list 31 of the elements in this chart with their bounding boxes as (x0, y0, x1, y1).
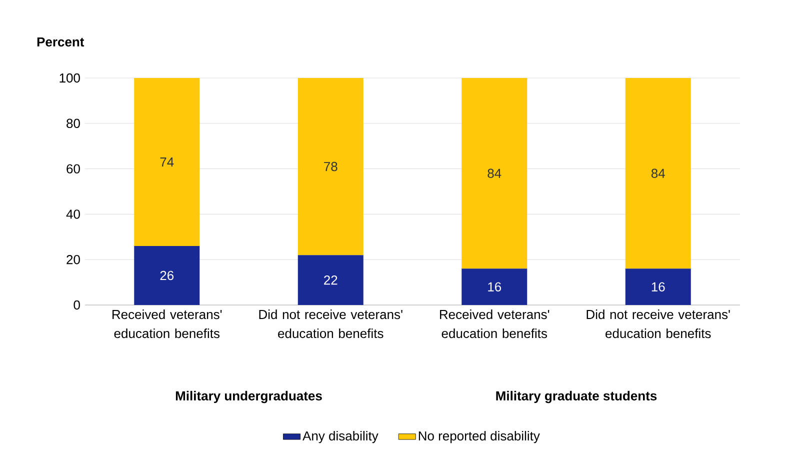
data-label: 22 (324, 275, 338, 285)
x-tick-label: Received veterans' education benefits (440, 310, 550, 338)
y-tick-label: 60 (66, 164, 80, 174)
text: Military graduate students (496, 390, 657, 404)
y-tick-label: 80 (66, 118, 80, 128)
text: Military undergraduates (176, 390, 322, 404)
data-label: 84 (488, 168, 502, 178)
bar (134, 246, 200, 306)
bar (298, 255, 364, 306)
data-label: 26 (160, 270, 174, 280)
bar (134, 78, 200, 246)
x-tick-label: Did not receive veterans' education benefits (586, 310, 730, 338)
bar (625, 268, 691, 306)
bar (462, 268, 528, 306)
data-label: 16 (652, 282, 665, 292)
y-axis-title: Percent (37, 37, 84, 47)
x-tick-label: Did not receive veterans' education benefits (259, 310, 402, 338)
data-label: 16 (488, 282, 502, 292)
y-tick-label: 100 (60, 73, 80, 83)
bar (625, 78, 691, 269)
data-label: 78 (324, 162, 338, 172)
y-tick-label: 40 (66, 210, 80, 219)
data-label: 74 (160, 158, 174, 166)
y-tick-label: 20 (66, 254, 80, 264)
data-label: 84 (651, 168, 665, 178)
y-tick-label: 0 (74, 300, 80, 310)
bar (298, 78, 364, 256)
x-tick-label: Received veterans' education benefits (112, 310, 222, 338)
bar (462, 78, 528, 269)
legend-label: No reported disability (418, 430, 540, 444)
legend-label: Any disability (302, 430, 378, 444)
